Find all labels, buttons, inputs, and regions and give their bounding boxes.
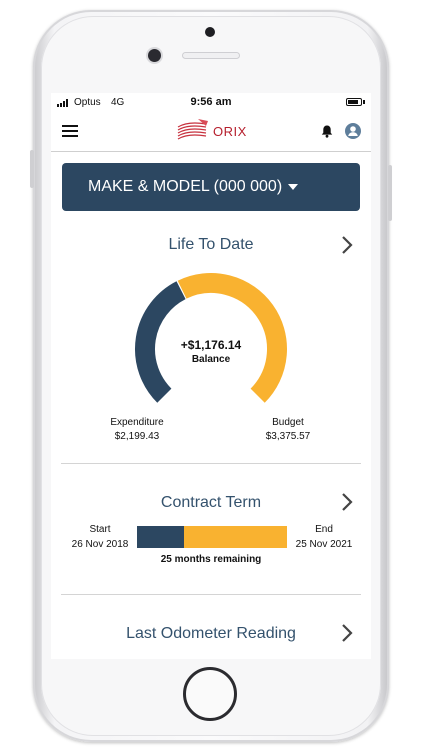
user-avatar-icon[interactable] — [345, 123, 361, 139]
proximity-sensor — [148, 49, 161, 62]
section-divider — [61, 594, 361, 595]
earpiece-speaker — [182, 52, 240, 59]
app-header: ORIX — [51, 113, 371, 152]
balance-gauge — [135, 273, 287, 403]
status-time: 9:56 am — [190, 96, 232, 108]
contract-start-date: 26 Nov 2018 — [71, 539, 129, 550]
balance-amount: +$1,176.14 — [180, 338, 242, 352]
life-to-date-title[interactable]: Life To Date — [168, 236, 254, 253]
signal-strength-icon — [57, 99, 71, 107]
contract-progress-bar — [137, 526, 287, 548]
home-button[interactable] — [183, 667, 237, 721]
contract-end-date: 25 Nov 2021 — [295, 539, 353, 550]
gauge-expenditure-arc — [135, 281, 186, 403]
odometer-title[interactable]: Last Odometer Reading — [126, 625, 296, 642]
battery-tip — [363, 100, 365, 104]
life-to-date-chevron-right-icon[interactable] — [336, 234, 358, 256]
section-divider — [61, 463, 361, 464]
budget-value: $3,375.57 — [265, 431, 311, 442]
hamburger-menu-icon[interactable] — [62, 125, 78, 137]
balance-label: Balance — [191, 354, 231, 365]
expenditure-label: Expenditure — [110, 417, 164, 428]
contract-elapsed-segment — [137, 526, 184, 548]
gauge-budget-arc — [177, 273, 287, 403]
contract-remaining-segment — [183, 526, 287, 548]
network-type: 4G — [111, 97, 125, 108]
carrier-name: Optus — [74, 97, 101, 108]
budget-label: Budget — [272, 417, 304, 428]
orix-logo: ORIX — [176, 118, 246, 142]
odometer-chevron-right-icon[interactable] — [336, 622, 358, 644]
contract-remaining-text: 25 months remaining — [160, 554, 262, 565]
vehicle-selector-button[interactable]: MAKE & MODEL (000 000) — [62, 163, 360, 211]
caret-down-icon — [288, 183, 299, 190]
contract-term-chevron-right-icon[interactable] — [336, 491, 358, 513]
orix-logo-icon — [177, 119, 208, 140]
front-camera — [205, 27, 215, 37]
vehicle-selector-label: MAKE & MODEL (000 000) — [88, 178, 283, 195]
contract-end-label: End — [315, 524, 333, 535]
brand-name: ORIX — [213, 124, 247, 139]
bell-icon[interactable] — [320, 124, 334, 138]
status-bar: Optus 4G 9:56 am — [51, 93, 371, 113]
contract-start-label: Start — [89, 524, 111, 535]
expenditure-value: $2,199.43 — [114, 431, 160, 442]
contract-term-title[interactable]: Contract Term — [160, 494, 262, 511]
battery-icon — [346, 98, 362, 106]
side-button-right — [388, 165, 392, 221]
side-button-left — [30, 150, 34, 188]
app-screen: Optus 4G 9:56 am ORIX — [51, 93, 371, 659]
